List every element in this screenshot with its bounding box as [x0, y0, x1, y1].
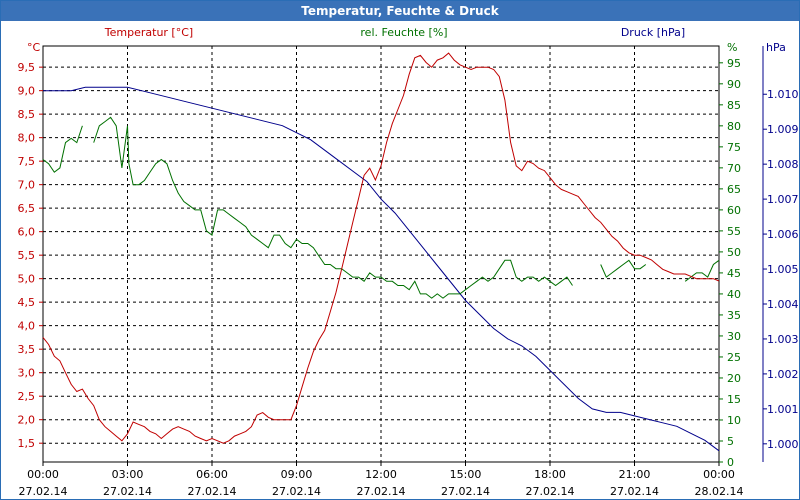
- axes: [39, 45, 767, 466]
- humidity-tick-label: 90: [727, 78, 741, 91]
- humidity-tick-label: 25: [727, 351, 741, 364]
- x-tick-label-date: 27.02.14: [526, 485, 575, 498]
- humidity-tick-label: 20: [727, 372, 741, 385]
- temperature-unit: °C: [27, 41, 41, 54]
- humidity-tick-label: 40: [727, 288, 741, 301]
- humidity-tick-label: 65: [727, 183, 741, 196]
- x-tick-label-date: 27.02.14: [272, 485, 321, 498]
- x-tick-label-time: 00:00: [27, 468, 59, 481]
- pressure-tick-label: 1.000: [767, 438, 799, 451]
- temperature-tick-label: 3,0: [18, 367, 36, 380]
- pressure-tick-label: 1.006: [767, 228, 799, 241]
- temperature-tick-label: 2,0: [18, 414, 36, 427]
- pressure-tick-label: 1.003: [767, 333, 799, 346]
- humidity-tick-label: 75: [727, 141, 741, 154]
- temperature-tick-label: 4,0: [18, 320, 36, 333]
- temperature-tick-label: 2,5: [18, 390, 36, 403]
- x-tick-label-date: 28.02.14: [695, 485, 744, 498]
- humidity-tick-label: 85: [727, 99, 741, 112]
- humidity-axis-title: rel. Feuchte [%]: [360, 26, 447, 39]
- humidity-line: [42, 125, 83, 173]
- temperature-tick-label: 3,5: [18, 343, 36, 356]
- pressure-unit: hPa: [766, 41, 786, 54]
- pressure-tick-label: 1.004: [767, 298, 799, 311]
- x-tick-label-time: 03:00: [112, 468, 144, 481]
- window-title: Temperatur, Feuchte & Druck: [1, 1, 799, 21]
- x-tick-label-time: 18:00: [534, 468, 566, 481]
- temperature-tick-label: 5,0: [18, 273, 36, 286]
- temperature-tick-label: 8,5: [18, 108, 36, 121]
- humidity-tick-label: 30: [727, 330, 741, 343]
- humidity-line: [93, 116, 573, 299]
- pressure-tick-label: 1.002: [767, 368, 799, 381]
- humidity-tick-label: 10: [727, 414, 741, 427]
- x-tick-label-date: 27.02.14: [103, 485, 152, 498]
- x-tick-label-date: 27.02.14: [188, 485, 237, 498]
- humidity-tick-label: 80: [727, 120, 741, 133]
- pressure-axis-title: Druck [hPa]: [621, 26, 685, 39]
- temperature-tick-label: 7,5: [18, 155, 36, 168]
- temperature-axis-title: Temperatur [°C]: [104, 26, 193, 39]
- temperature-tick-label: 5,5: [18, 249, 36, 262]
- pressure-tick-label: 1.007: [767, 193, 799, 206]
- temperature-tick-label: 1,5: [18, 437, 36, 450]
- temperature-tick-label: 8,0: [18, 132, 36, 145]
- humidity-line: [684, 259, 720, 282]
- x-tick-label-time: 21:00: [619, 468, 651, 481]
- humidity-tick-label: 55: [727, 225, 741, 238]
- temperature-tick-label: 6,0: [18, 226, 36, 239]
- temperature-tick-label: 9,5: [18, 61, 36, 74]
- temperature-line: [42, 52, 720, 444]
- x-tick-label-time: 00:00: [703, 468, 735, 481]
- humidity-tick-label: 50: [727, 246, 741, 259]
- pressure-tick-label: 1.009: [767, 123, 799, 136]
- x-tick-label-date: 27.02.14: [357, 485, 406, 498]
- pressure-tick-label: 1.005: [767, 263, 799, 276]
- grid: [43, 46, 719, 462]
- series-lines: [42, 52, 720, 452]
- x-tick-label-time: 12:00: [365, 468, 397, 481]
- humidity-tick-label: 5: [727, 435, 734, 448]
- humidity-tick-label: 60: [727, 204, 741, 217]
- pressure-tick-label: 1.001: [767, 403, 799, 416]
- x-tick-label-time: 15:00: [450, 468, 482, 481]
- temperature-tick-label: 7,0: [18, 179, 36, 192]
- temperature-tick-label: 9,0: [18, 85, 36, 98]
- humidity-tick-label: 0: [727, 456, 734, 469]
- humidity-tick-label: 45: [727, 267, 741, 280]
- x-tick-label-date: 27.02.14: [19, 485, 68, 498]
- x-tick-label-date: 27.02.14: [441, 485, 490, 498]
- pressure-line: [43, 86, 720, 452]
- temperature-tick-label: 4,5: [18, 296, 36, 309]
- x-tick-label-time: 09:00: [281, 468, 313, 481]
- humidity-tick-label: 15: [727, 393, 741, 406]
- temperature-tick-label: 6,5: [18, 202, 36, 215]
- pressure-tick-label: 1.010: [767, 88, 799, 101]
- humidity-line: [600, 259, 647, 278]
- axis-labels: 00:00 27.02.14 03:00 27.02.14 06:00 27.02.14 0…: [18, 26, 799, 498]
- x-tick-label-date: 27.02.14: [610, 485, 659, 498]
- humidity-tick-label: 70: [727, 162, 741, 175]
- humidity-tick-label: 35: [727, 309, 741, 322]
- pressure-tick-label: 1.008: [767, 158, 799, 171]
- humidity-tick-label: 95: [727, 57, 741, 70]
- humidity-unit: %: [727, 41, 737, 54]
- x-tick-label-time: 06:00: [196, 468, 228, 481]
